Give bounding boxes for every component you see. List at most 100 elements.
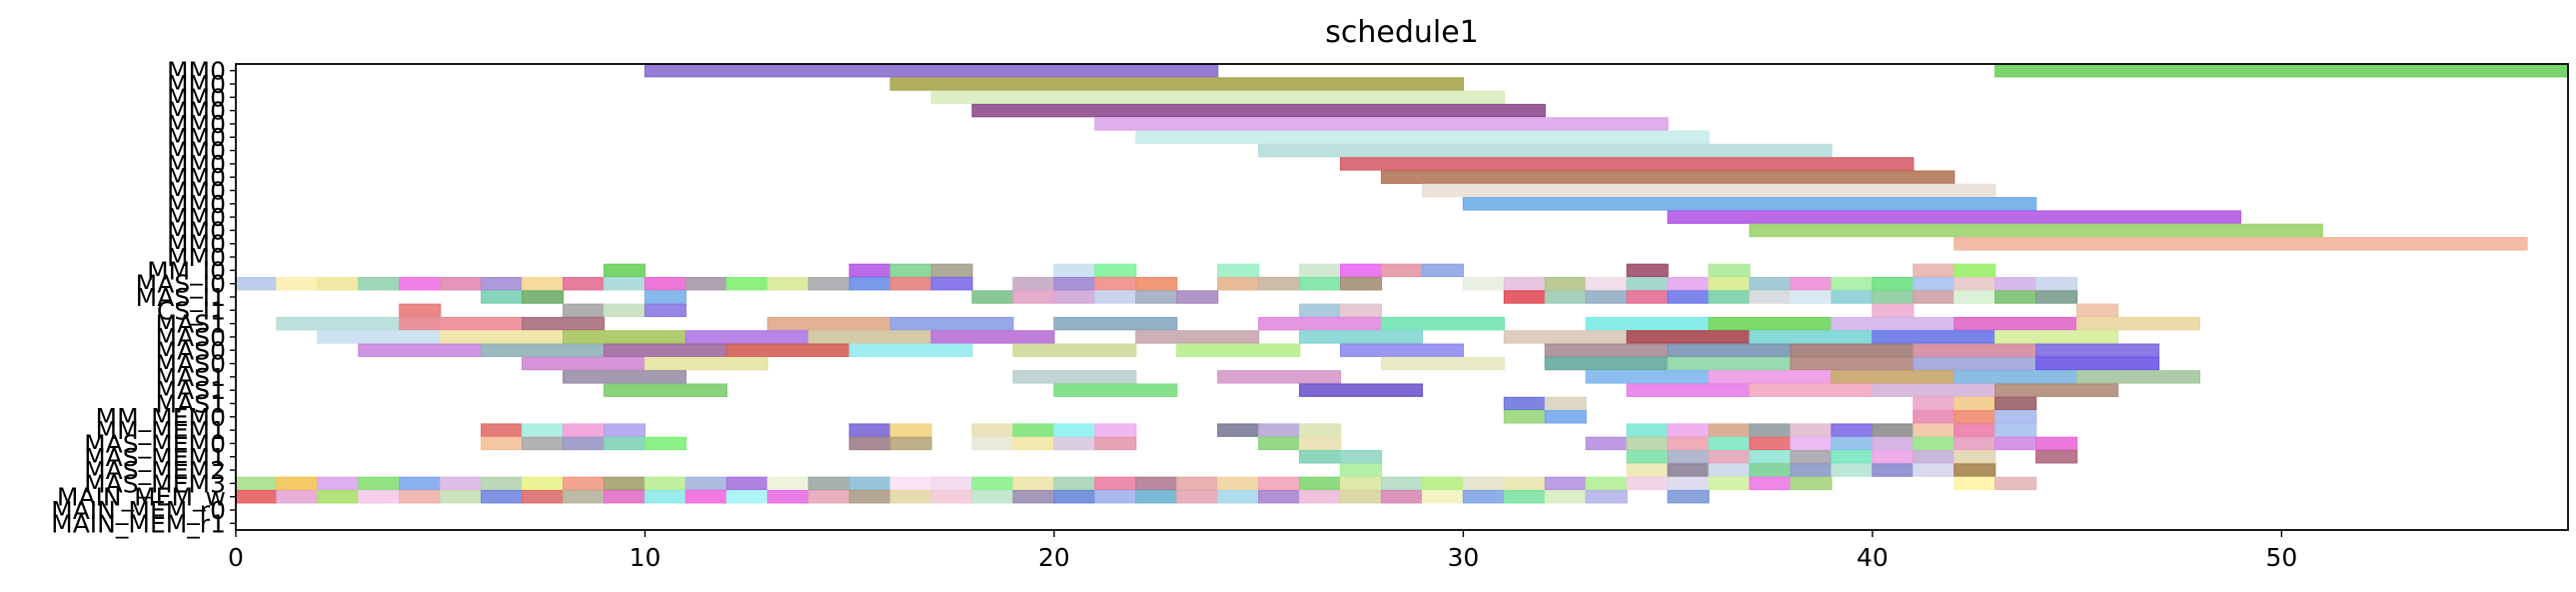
gantt-bar (1626, 463, 1669, 477)
gantt-bar (1626, 476, 1669, 491)
gantt-bar (1503, 396, 1546, 411)
gantt-bar (1831, 423, 1874, 437)
gantt-bar (848, 423, 891, 437)
gantt-bar (1380, 316, 1505, 331)
gantt-bar (1299, 436, 1342, 451)
gantt-bar (848, 263, 891, 278)
gantt-bar (930, 276, 973, 291)
gantt-bar (1994, 276, 2037, 291)
y-tick-label: MAIN_MEM_w (57, 483, 226, 512)
gantt-bar (440, 489, 483, 504)
gantt-bar (317, 489, 360, 504)
gantt-bar (889, 489, 932, 504)
gantt-bar (562, 489, 606, 504)
gantt-bar (562, 436, 606, 451)
gantt-bar (1953, 436, 1996, 451)
gantt-bar (1872, 303, 1915, 318)
gantt-bar (1258, 489, 1301, 504)
gantt-bar (971, 290, 1014, 304)
gantt-bar (1585, 290, 1628, 304)
gantt-bar (1994, 383, 2119, 397)
gantt-bar (440, 330, 565, 344)
gantt-bar (276, 489, 319, 504)
gantt-bar (1503, 276, 1546, 291)
y-tick-label: MM0 (167, 97, 226, 126)
gantt-bar (1953, 463, 1996, 477)
gantt-bar (1790, 290, 1833, 304)
gantt-bar (725, 343, 850, 357)
gantt-bar (1585, 436, 1628, 451)
y-tick-label: MAS_MEM3 (84, 469, 226, 498)
gantt-bar (603, 383, 727, 397)
gantt-bar (522, 356, 646, 371)
gantt-bar (1626, 330, 1751, 344)
gantt-bar (358, 343, 483, 357)
gantt-bar (1012, 476, 1055, 491)
gantt-bar (725, 276, 768, 291)
gantt-bar (1094, 290, 1137, 304)
gantt-bar (1872, 330, 1996, 344)
gantt-bar (2035, 450, 2078, 464)
gantt-bar (2035, 343, 2160, 357)
gantt-bar (1953, 290, 1996, 304)
gantt-bar (1544, 290, 1587, 304)
gantt-bar (1790, 356, 1915, 371)
gantt-bar (1421, 476, 1465, 491)
gantt-bar (684, 276, 727, 291)
gantt-bar (358, 276, 401, 291)
gantt-bar (1831, 290, 1874, 304)
x-axis: 0 10 20 30 40 50 (228, 530, 2297, 572)
y-tick-label: MAS0 (156, 323, 226, 352)
gantt-bar (1217, 476, 1260, 491)
y-tick-label: CS_I1 (157, 296, 226, 325)
gantt-bar (481, 436, 524, 451)
gantt-bar (1626, 383, 1751, 397)
gantt-bar (2035, 276, 2078, 291)
gantt-bar (603, 276, 646, 291)
gantt-bar (1749, 463, 1792, 477)
gantt-bar (1626, 436, 1669, 451)
y-tick-label: MM0 (167, 150, 226, 179)
gantt-bar (1994, 410, 2037, 424)
gantt-bar (562, 330, 687, 344)
gantt-bar (1176, 489, 1219, 504)
gantt-bar (2035, 290, 2078, 304)
gantt-bar (1339, 489, 1383, 504)
gantt-bar (1135, 489, 1178, 504)
gantt-bar (1053, 316, 1178, 331)
gantt-bar (1135, 330, 1260, 344)
gantt-bar (1872, 383, 1996, 397)
gantt-bar (317, 276, 360, 291)
gantt-bar (1339, 343, 1465, 357)
gantt-bar (1913, 463, 1955, 477)
gantt-bar (1831, 463, 1874, 477)
gantt-bar (1053, 263, 1096, 278)
gantt-bar (1994, 63, 2569, 78)
gantt-bar (1953, 370, 2078, 384)
gantt-bar (522, 290, 565, 304)
y-tick-label: MM0 (167, 190, 226, 219)
gantt-bar (1953, 423, 1996, 437)
gantt-bar (1053, 489, 1096, 504)
gantt-bar (1339, 263, 1383, 278)
gantt-bar (522, 476, 565, 491)
gantt-bar (1708, 370, 1833, 384)
gantt-bar (1462, 197, 2037, 211)
chart-title: schedule1 (1325, 15, 1479, 50)
gantt-bar (1258, 436, 1301, 451)
gantt-bar (807, 330, 932, 344)
gantt-bar (1462, 476, 1505, 491)
gantt-bar (358, 489, 401, 504)
y-tick-label: MAS_MEM2 (84, 456, 226, 485)
y-tick-label: MM0 (167, 203, 226, 232)
gantt-bar (1749, 223, 2323, 238)
gantt-bar (1462, 276, 1505, 291)
gantt-bar (930, 263, 973, 278)
gantt-bar (1831, 436, 1874, 451)
gantt-bar (481, 276, 524, 291)
gantt-bar (235, 476, 278, 491)
gantt-bar (1299, 263, 1342, 278)
y-tick-label: MM0 (167, 57, 226, 86)
y-tick-label: MAS_I0 (136, 270, 226, 299)
